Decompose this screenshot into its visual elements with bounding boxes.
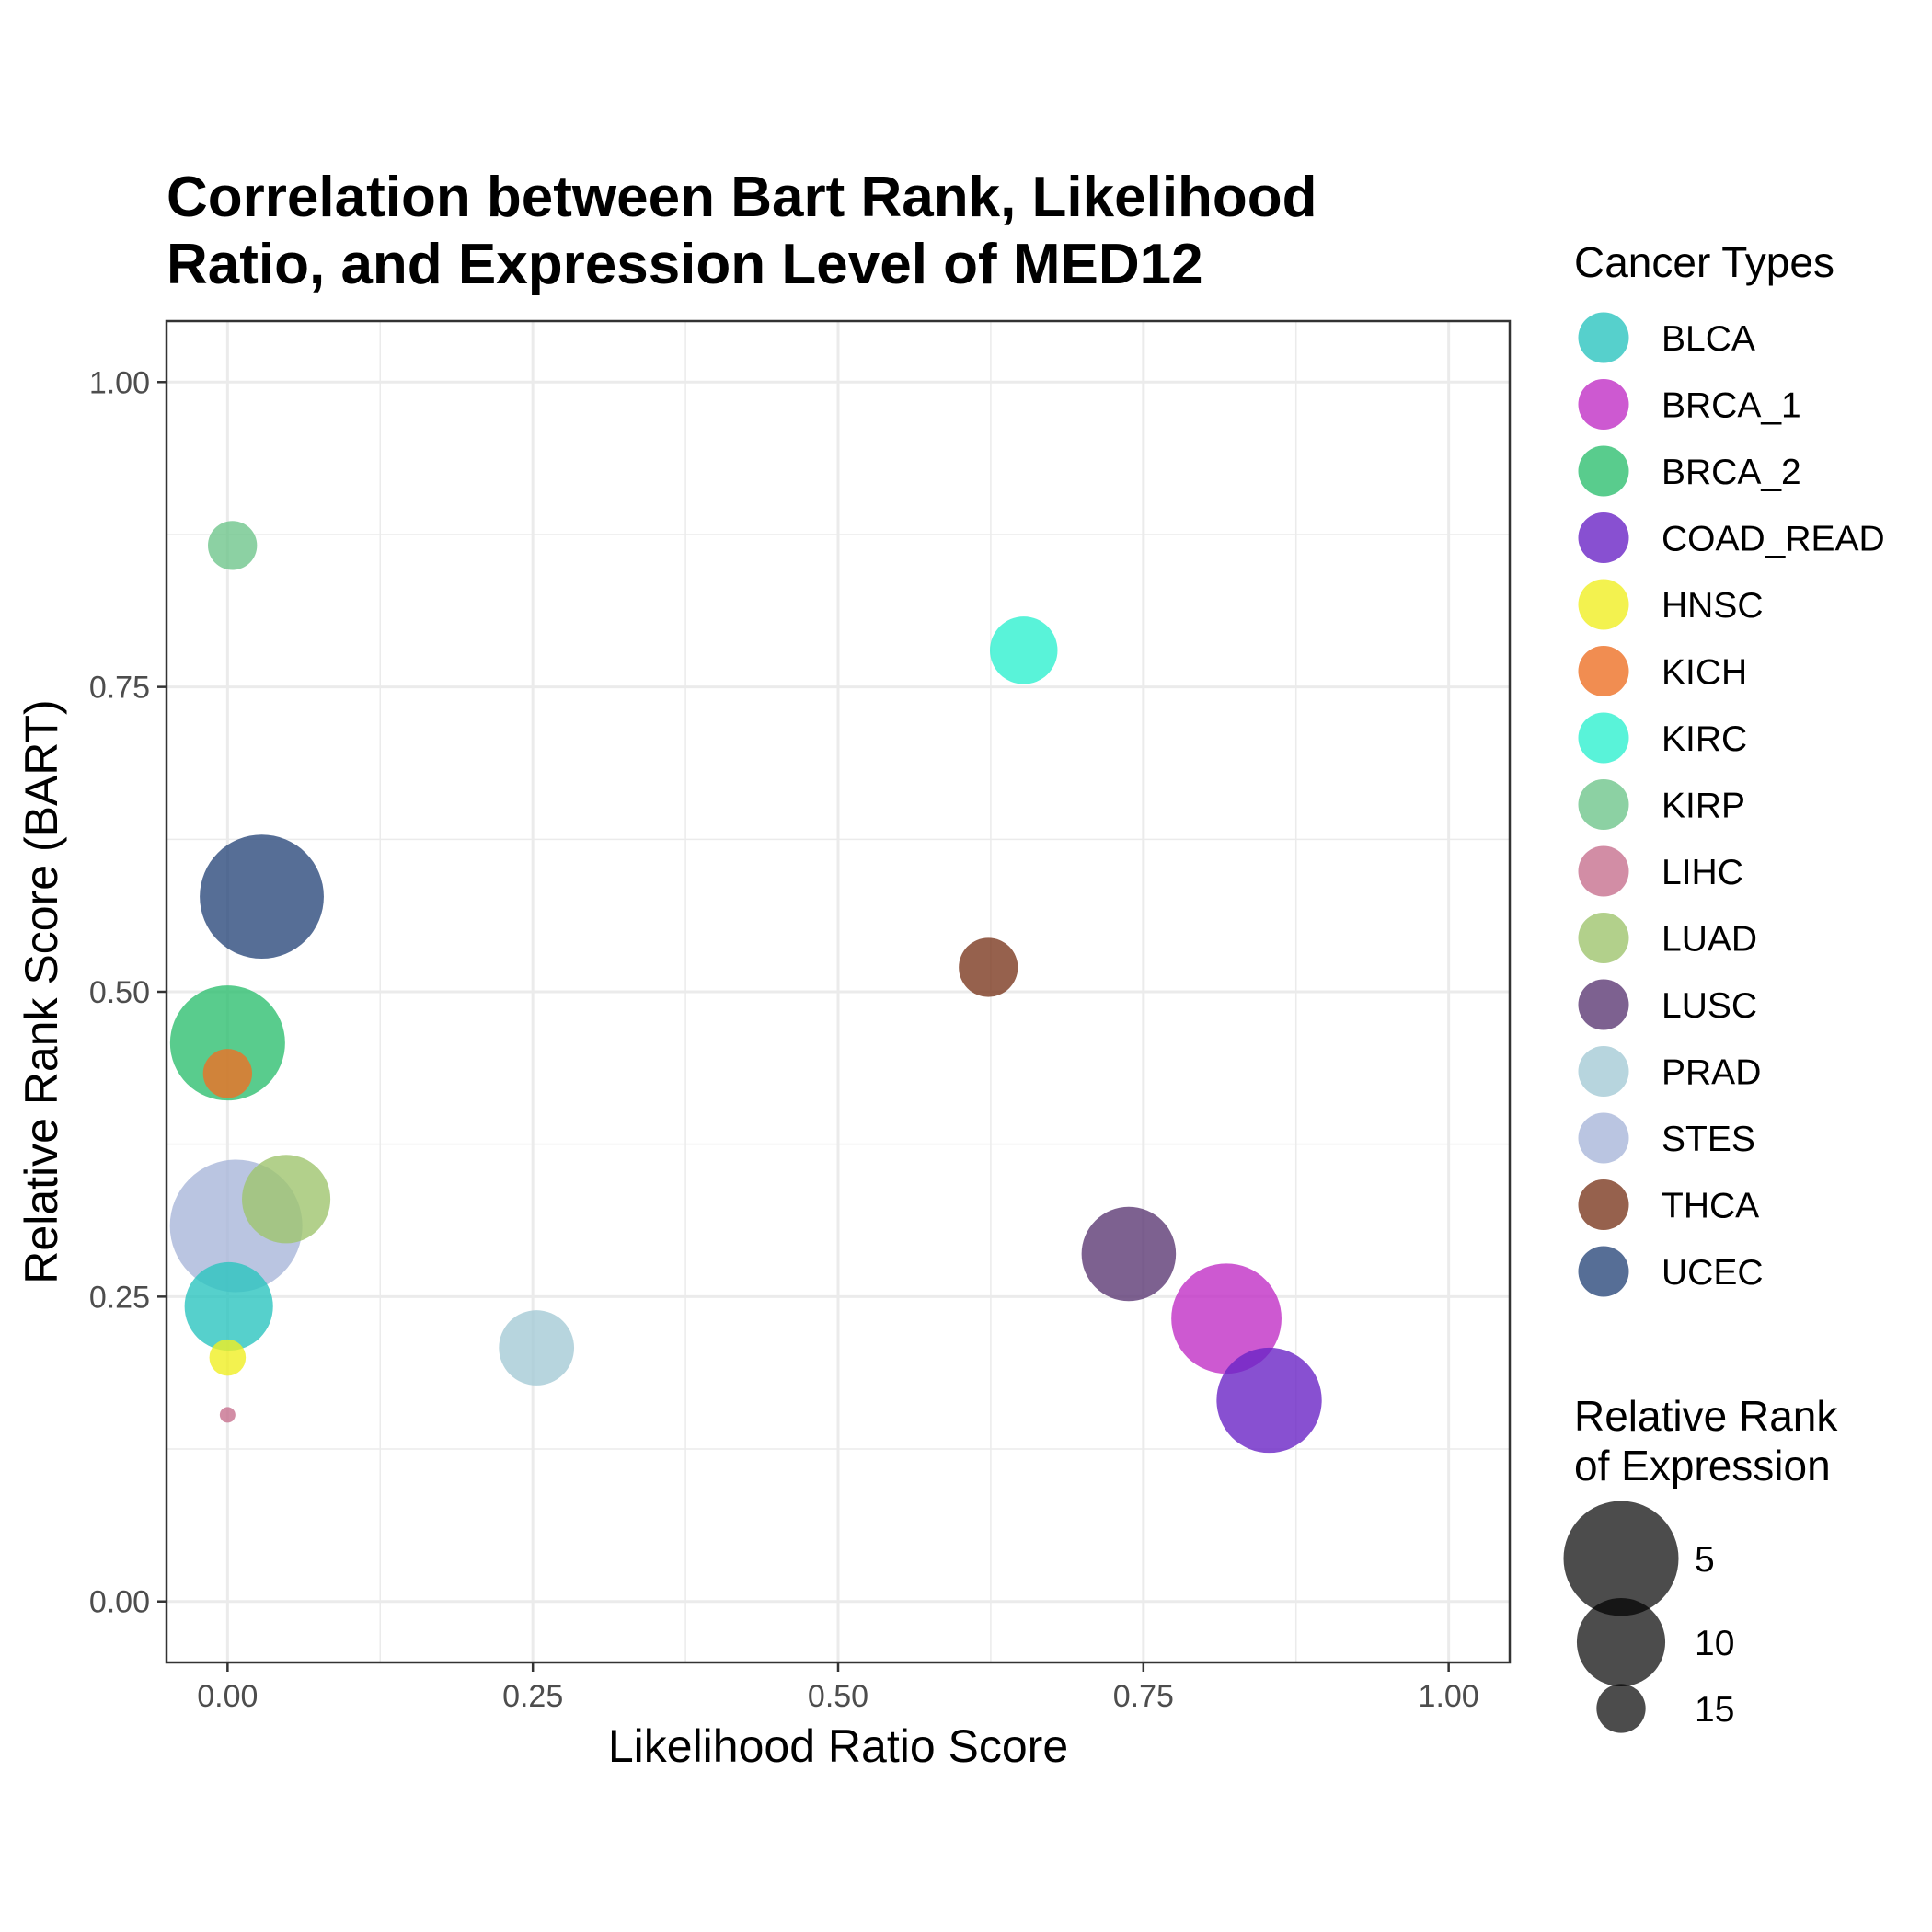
y-tick-label: 0.25 bbox=[89, 1280, 150, 1315]
color-legend-title: Cancer Types bbox=[1574, 238, 1834, 286]
size-legend-title-line-2: of Expression bbox=[1574, 1442, 1831, 1489]
data-point-kirp bbox=[208, 521, 258, 570]
y-axis-title: Relative Rank Score (BART) bbox=[16, 699, 67, 1283]
legend-label-thca: THCA bbox=[1662, 1187, 1759, 1226]
x-axis-ticks: 0.00 0.25 0.50 0.75 1.00 bbox=[197, 1662, 1479, 1714]
size-legend-title-line-1: Relative Rank bbox=[1574, 1392, 1838, 1440]
legend-swatch-coad-read bbox=[1578, 512, 1629, 563]
legend-label-hnsc: HNSC bbox=[1662, 586, 1764, 626]
legend-swatch-kich bbox=[1578, 646, 1629, 696]
data-point-lusc bbox=[1081, 1206, 1177, 1302]
x-tick-label: 1.00 bbox=[1419, 1679, 1479, 1714]
data-point-coad-read bbox=[1216, 1347, 1322, 1454]
legend-label-brca-2: BRCA_2 bbox=[1662, 453, 1801, 492]
legend-swatch-ucec bbox=[1578, 1246, 1629, 1297]
legend-label-luad: LUAD bbox=[1662, 920, 1757, 960]
legend-swatch-prad bbox=[1578, 1046, 1629, 1097]
x-tick-label: 0.00 bbox=[197, 1679, 258, 1714]
legend-label-lihc: LIHC bbox=[1662, 853, 1743, 892]
grid-lines bbox=[167, 321, 1510, 1662]
x-tick-label: 0.75 bbox=[1113, 1679, 1174, 1714]
data-points bbox=[169, 521, 1322, 1454]
data-point-hnsc bbox=[209, 1339, 247, 1376]
legend-swatch-thca bbox=[1578, 1179, 1629, 1230]
legend-label-coad-read: COAD_READ bbox=[1662, 520, 1885, 559]
size-legend-key-5 bbox=[1563, 1501, 1679, 1616]
y-tick-label: 1.00 bbox=[89, 365, 150, 400]
data-point-kich bbox=[202, 1049, 253, 1098]
legend-swatch-brca-2 bbox=[1578, 445, 1629, 497]
legend-label-prad: PRAD bbox=[1662, 1053, 1761, 1093]
data-point-lihc bbox=[219, 1407, 236, 1423]
legend-swatch-stes bbox=[1578, 1112, 1629, 1164]
x-tick-label: 0.50 bbox=[808, 1679, 868, 1714]
legend-swatch-luad bbox=[1578, 913, 1629, 963]
data-point-prad bbox=[499, 1310, 575, 1386]
data-point-brca-2 bbox=[169, 985, 285, 1101]
y-tick-label: 0.00 bbox=[89, 1585, 150, 1620]
data-point-thca bbox=[959, 937, 1018, 997]
data-point-brca-1 bbox=[1171, 1263, 1282, 1374]
legend-swatch-kirc bbox=[1578, 712, 1629, 764]
size-legend-label-5: 5 bbox=[1695, 1540, 1715, 1580]
x-axis-title: Likelihood Ratio Score bbox=[608, 1720, 1068, 1772]
data-point-kirc bbox=[990, 616, 1058, 684]
legend-label-brca-1: BRCA_1 bbox=[1662, 386, 1801, 426]
y-tick-label: 0.75 bbox=[89, 671, 150, 706]
size-legend-key-10 bbox=[1576, 1597, 1666, 1687]
size-legend-key-15 bbox=[1596, 1684, 1646, 1733]
chart-title-line-1: Correlation between Bart Rank, Likelihoo… bbox=[167, 166, 1317, 229]
x-tick-label: 0.25 bbox=[502, 1679, 563, 1714]
data-point-ucec bbox=[200, 834, 324, 960]
size-legend-label-15: 15 bbox=[1695, 1690, 1734, 1730]
data-point-blca bbox=[184, 1261, 273, 1351]
legend-label-blca: BLCA bbox=[1662, 319, 1755, 359]
legend-swatch-brca-1 bbox=[1578, 379, 1629, 430]
data-point-luad bbox=[242, 1155, 331, 1244]
legend-swatch-hnsc bbox=[1578, 579, 1629, 630]
legend-label-kirc: KIRC bbox=[1662, 719, 1747, 759]
legend-swatch-blca bbox=[1578, 312, 1629, 363]
legend-swatch-kirp bbox=[1578, 779, 1629, 830]
legend-label-kirp: KIRP bbox=[1662, 787, 1745, 826]
color-legend: BLCA BRCA_1 BRCA_2 COAD_READ HNSC KICH KIRC KIR… bbox=[1578, 312, 1885, 1297]
legend-swatch-lihc bbox=[1578, 845, 1629, 897]
legend-swatch-lusc bbox=[1578, 979, 1629, 1030]
size-legend: 5 10 15 bbox=[1563, 1501, 1734, 1733]
y-axis-ticks: 0.00 0.25 0.50 0.75 1.00 bbox=[89, 365, 167, 1620]
legend-label-stes: STES bbox=[1662, 1120, 1755, 1159]
legend-label-lusc: LUSC bbox=[1662, 986, 1757, 1026]
y-tick-label: 0.50 bbox=[89, 975, 150, 1010]
size-legend-label-10: 10 bbox=[1695, 1624, 1734, 1663]
chart-title-line-2: Ratio, and Expression Level of MED12 bbox=[167, 233, 1203, 296]
legend-label-kich: KICH bbox=[1662, 653, 1747, 693]
plot-area bbox=[165, 319, 1512, 1664]
legend-label-ucec: UCEC bbox=[1662, 1253, 1764, 1293]
